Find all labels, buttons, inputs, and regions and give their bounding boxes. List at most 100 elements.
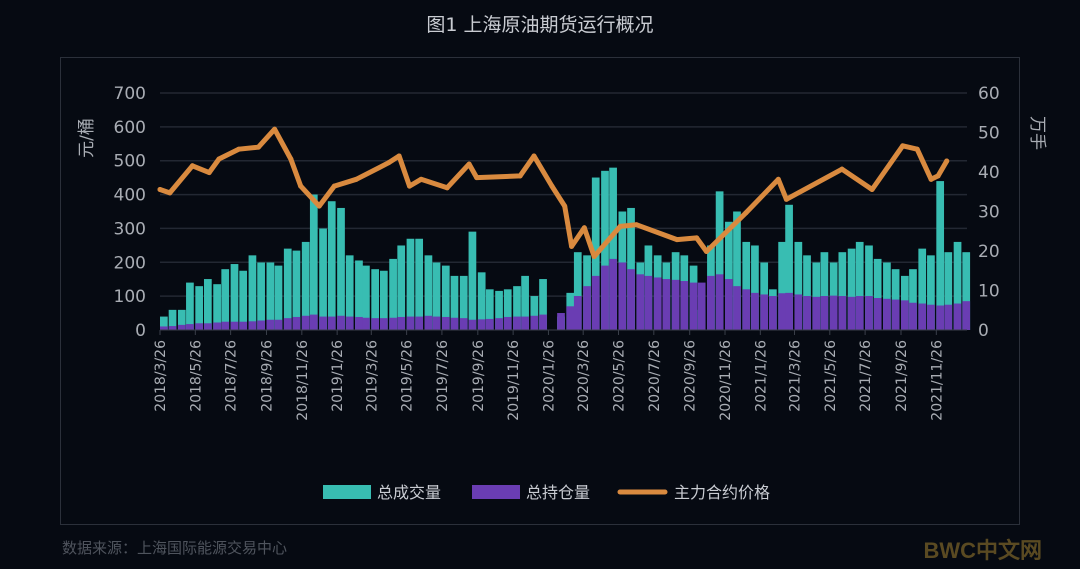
price-point (581, 225, 587, 231)
volume-bar (355, 260, 363, 330)
open-interest-bar (345, 316, 354, 330)
x-tick-label: 2021/3/26 (787, 340, 803, 412)
volume-bar (725, 221, 733, 330)
legend-label-open-interest: 总持仓量 (526, 483, 590, 502)
volume-bar (847, 248, 856, 330)
open-interest-bar (891, 299, 900, 330)
open-interest-bar (274, 319, 283, 330)
x-tick-label: 2019/3/26 (364, 340, 380, 412)
open-interest-bar (627, 269, 635, 330)
open-interest-bar (397, 316, 406, 330)
volume-bar (495, 290, 503, 330)
open-interest-bar (415, 316, 424, 330)
price-point (386, 160, 392, 166)
price-point (216, 156, 222, 162)
x-tick-label: 2019/1/26 (330, 340, 346, 412)
x-tick-label: 2021/9/26 (894, 340, 910, 412)
volume-bar (406, 238, 415, 330)
volume-bar (309, 194, 318, 330)
price-point (775, 176, 781, 182)
price-point (914, 146, 920, 152)
y-left-tick-label: 200 (114, 253, 146, 273)
open-interest-bar (424, 315, 433, 330)
watermark-logo: BWC中文网 (923, 538, 1042, 563)
open-interest-bar (301, 315, 310, 330)
y-right-tick-label: 60 (978, 84, 1000, 104)
open-interest-bar (441, 316, 450, 330)
x-tick-label: 2018/7/26 (224, 340, 240, 412)
volume-bar (715, 191, 724, 330)
volume-bar (609, 167, 617, 330)
price-point (674, 237, 680, 243)
open-interest-bar (362, 317, 370, 330)
volume-bar (468, 231, 477, 330)
open-interest-bar (873, 298, 882, 330)
volume-bar (627, 207, 635, 330)
open-interest-bar (477, 319, 486, 330)
price-point (517, 173, 523, 179)
price-line (157, 126, 950, 259)
open-interest-bar (195, 323, 204, 330)
volume-bar (944, 252, 953, 330)
price-point (633, 222, 639, 228)
volume-bar (450, 275, 459, 330)
open-interest-bar (213, 322, 221, 330)
open-interest-bar (566, 306, 575, 330)
volume-bar (459, 275, 468, 330)
price-point (531, 153, 537, 159)
legend-label-price: 主力合约价格 (674, 483, 770, 502)
volume-bar (195, 286, 204, 330)
open-interest-bar (309, 314, 318, 330)
open-interest-bar (573, 296, 582, 330)
volume-bar (337, 207, 345, 330)
open-interest-bar (865, 296, 873, 330)
y-left-tick-label: 500 (114, 152, 146, 172)
volume-bar (751, 245, 759, 330)
volume-bar (820, 252, 829, 330)
x-tick-label: 2021/5/26 (823, 340, 839, 412)
volume-bar (838, 252, 847, 330)
open-interest-bar (725, 279, 733, 330)
open-interest-bar (591, 275, 600, 330)
volume-bar (477, 272, 486, 330)
open-interest-bar (742, 289, 751, 330)
open-interest-bar (653, 277, 662, 330)
open-interest-bar (450, 317, 459, 330)
price-point (236, 146, 242, 152)
volume-bar (389, 258, 397, 330)
volume-bar (521, 275, 529, 330)
y-right-tick-label: 40 (978, 163, 1000, 183)
open-interest-bar (459, 318, 468, 330)
volume-bar (441, 265, 450, 330)
volume-bar (865, 245, 873, 330)
volume-bar (485, 289, 494, 330)
price-point (694, 235, 700, 241)
open-interest-bar (936, 305, 945, 330)
open-interest-bar (829, 295, 838, 330)
open-interest-bar (847, 296, 856, 330)
price-point (444, 185, 450, 191)
open-interest-bar (432, 316, 441, 330)
volume-bar (530, 296, 539, 330)
open-interest-bar (689, 282, 698, 330)
x-tick-label: 2020/7/26 (647, 340, 663, 412)
price-point (189, 163, 195, 169)
open-interest-bar (160, 326, 168, 330)
price-point (591, 254, 597, 260)
open-interest-bar (266, 319, 275, 330)
open-interest-bar (697, 282, 706, 330)
volume-bar (257, 262, 265, 330)
volume-bar (213, 284, 221, 330)
volume-bar (283, 248, 292, 330)
volume-bar (539, 279, 547, 330)
price-point (288, 156, 294, 162)
x-tick-label: 2021/11/26 (929, 340, 945, 421)
price-point (839, 166, 845, 172)
price-point (167, 190, 173, 196)
volume-bar (927, 255, 935, 330)
volume-bar (601, 170, 609, 330)
price-point (407, 183, 413, 189)
open-interest-bar (707, 275, 715, 330)
volume-bar (962, 252, 971, 330)
open-interest-bar (715, 274, 724, 330)
